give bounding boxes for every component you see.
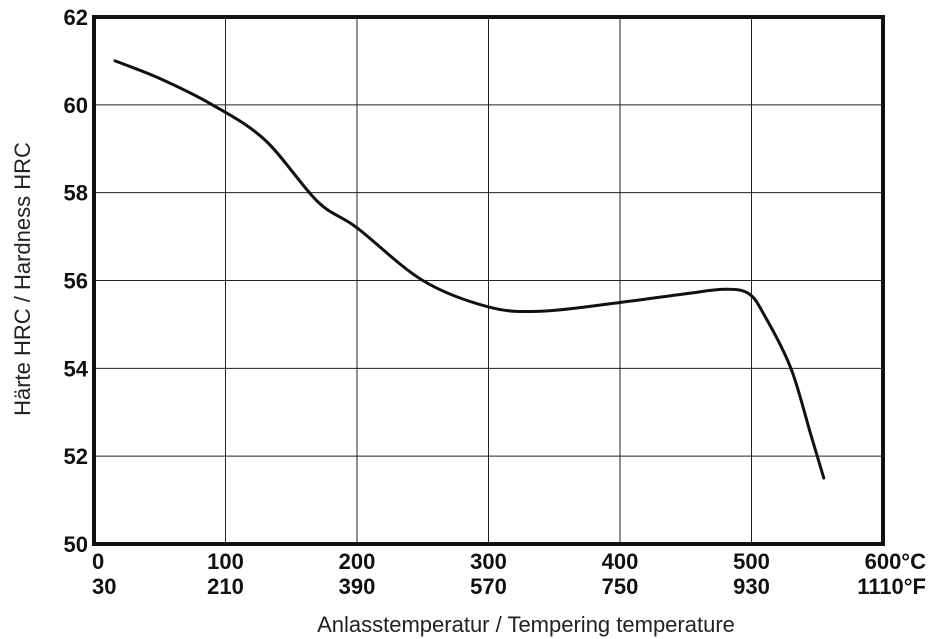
x-tick-label-celsius: 0 <box>92 549 104 574</box>
grid <box>94 17 883 544</box>
plot-frame <box>92 15 885 546</box>
x-tick-label-fahrenheit: 1110°F <box>857 574 926 599</box>
y-tick-label: 60 <box>64 93 88 118</box>
x-tick-labels-fahrenheit: 30 210 390 570 750 930 1110°F <box>92 574 926 599</box>
y-tick-label: 52 <box>64 444 88 469</box>
y-tick-label: 50 <box>64 532 88 557</box>
x-tick-label-fahrenheit: 390 <box>339 574 376 599</box>
y-axis-label: Härte HRC / Hardness HRC <box>10 142 35 416</box>
x-tick-label-fahrenheit: 30 <box>92 574 116 599</box>
x-tick-label-fahrenheit: 210 <box>207 574 244 599</box>
x-tick-label-celsius: 200 <box>339 549 376 574</box>
x-tick-label-celsius: 500 <box>733 549 770 574</box>
curve-layer <box>113 59 826 480</box>
y-tick-label: 62 <box>64 5 88 30</box>
x-axis-label: Anlasstemperatur / Tempering temperature <box>317 612 735 637</box>
x-tick-label-celsius: 400 <box>602 549 639 574</box>
x-tick-label-celsius: 600°C <box>865 549 927 574</box>
x-tick-label-fahrenheit: 930 <box>733 574 770 599</box>
x-tick-label-celsius: 100 <box>207 549 244 574</box>
y-tick-label: 54 <box>64 356 89 381</box>
x-tick-label-fahrenheit: 570 <box>470 574 507 599</box>
y-tick-labels: 50 52 54 56 58 60 62 <box>64 5 89 557</box>
x-tick-label-celsius: 300 <box>470 549 507 574</box>
x-tick-label-fahrenheit: 750 <box>602 574 639 599</box>
y-tick-label: 58 <box>64 181 88 206</box>
hardness-curve <box>113 59 826 480</box>
y-tick-label: 56 <box>64 269 88 294</box>
x-tick-labels-celsius: 0 100 200 300 400 500 600°C <box>92 549 926 574</box>
